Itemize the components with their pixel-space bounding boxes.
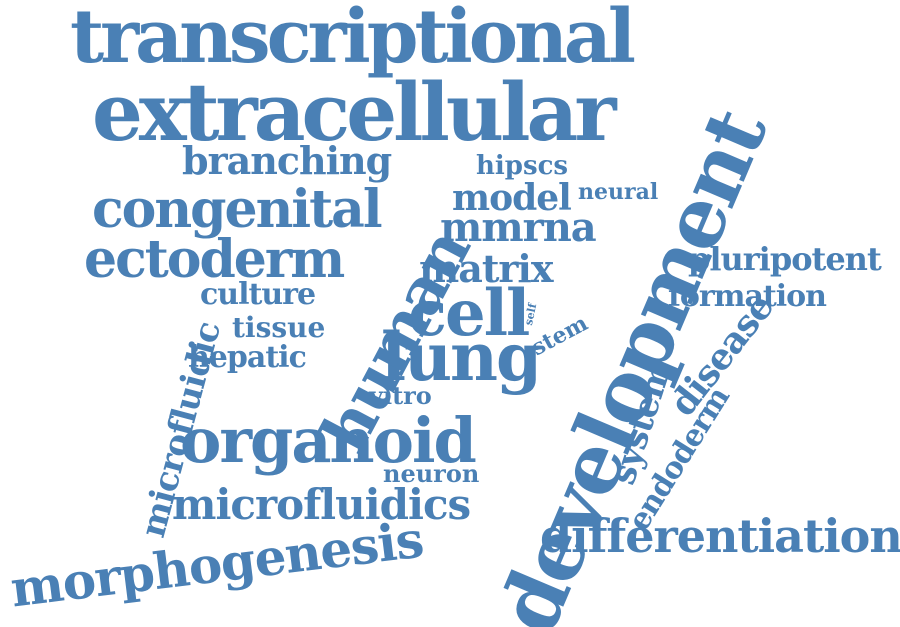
word-vitro: vitro xyxy=(369,381,432,410)
word-organoid: organoid xyxy=(180,404,477,477)
word-neural: neural xyxy=(578,179,659,205)
word-extracellular: extracellular xyxy=(92,65,616,159)
word-formation: formation xyxy=(668,279,827,314)
word-microfluidics: microfluidics xyxy=(172,480,471,529)
word-hipscs: hipscs xyxy=(476,151,569,181)
word-morphogenesis: morphogenesis xyxy=(7,509,426,619)
word-culture: culture xyxy=(200,277,316,312)
word-cell: cell xyxy=(408,276,530,351)
word-branching: branching xyxy=(182,138,392,183)
word-hepatic: hepatic xyxy=(188,340,307,375)
word-mmrna: mmrna xyxy=(440,204,597,251)
word-tissue: tissue xyxy=(232,311,326,344)
word-differentiation: differentiation xyxy=(540,509,900,563)
word-neuron: neuron xyxy=(383,459,480,488)
word-congenital: congenital xyxy=(92,179,383,240)
word-matrix: matrix xyxy=(419,246,553,291)
word-pluripotent: pluripotent xyxy=(688,240,882,278)
word-transcriptional: transcriptional xyxy=(70,0,636,80)
word-model: model xyxy=(452,177,572,219)
word-lung: lung xyxy=(381,318,542,396)
word-ectoderm: ectoderm xyxy=(84,229,345,290)
